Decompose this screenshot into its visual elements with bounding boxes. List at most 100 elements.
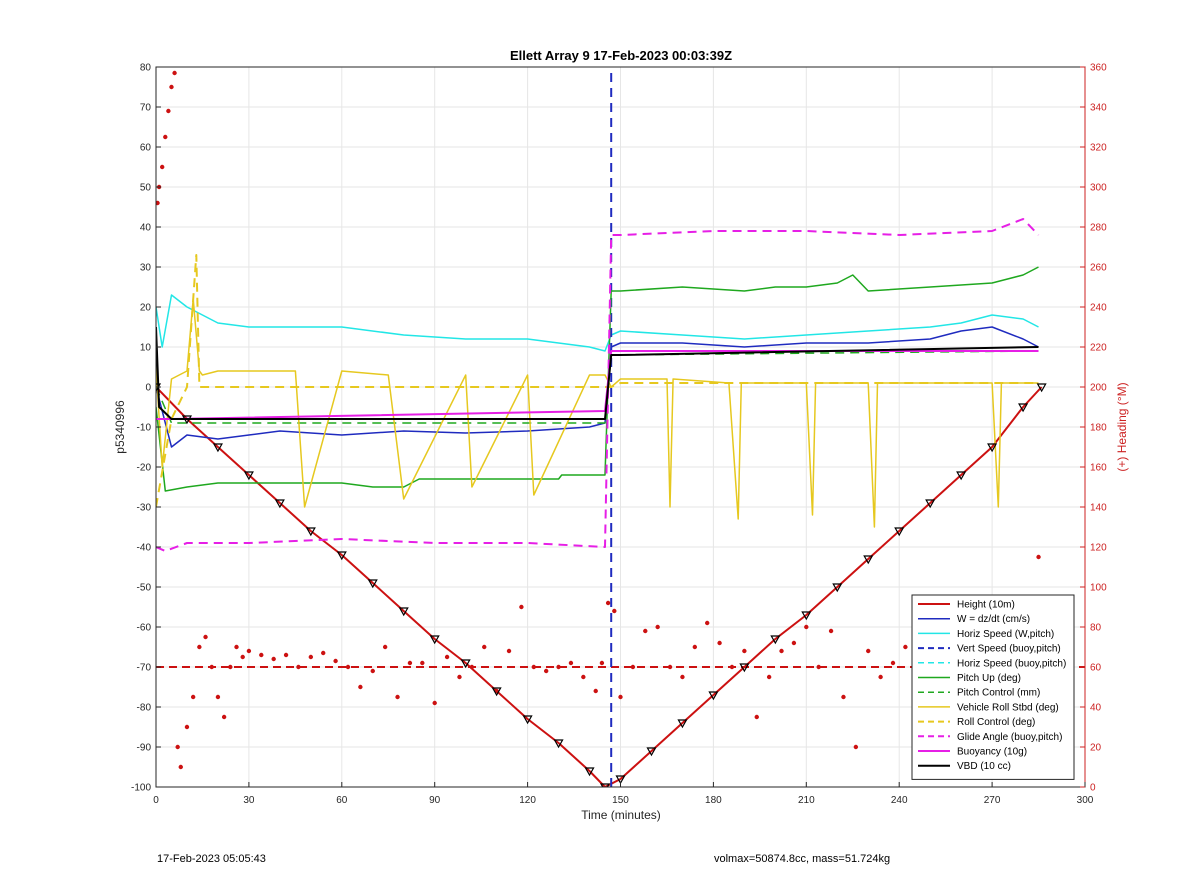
- y-tick-label: 80: [140, 63, 152, 74]
- heading-point: [333, 658, 338, 664]
- heading-point: [680, 674, 685, 680]
- height-marker: [460, 659, 471, 669]
- heading-point: [407, 660, 413, 666]
- legend-label: W = dz/dt (cm/s): [957, 614, 1030, 625]
- y2-tick-label: 300: [1090, 183, 1107, 194]
- height-marker: [305, 527, 316, 537]
- heading-point: [197, 644, 202, 650]
- height-marker: [1036, 383, 1047, 393]
- heading-point: [209, 664, 214, 670]
- heading-point: [519, 604, 524, 610]
- height-marker: [801, 611, 812, 621]
- y-tick-label: -100: [131, 783, 151, 794]
- heading-point: [568, 660, 574, 666]
- height-marker: [367, 579, 378, 589]
- height-marker: [243, 471, 254, 481]
- heading-point: [816, 664, 821, 670]
- heading-point: [156, 200, 160, 206]
- heading-point: [878, 674, 883, 680]
- legend-label: Height (10m): [957, 600, 1015, 611]
- y-tick-label: 10: [140, 343, 152, 354]
- height-marker: [956, 471, 967, 481]
- footer-timestamp: 17-Feb-2023 05:05:43: [157, 853, 266, 865]
- x-tick-label: 60: [336, 795, 348, 806]
- heading-point: [705, 620, 710, 626]
- heading-point: [482, 644, 487, 650]
- y2-tick-label: 340: [1090, 103, 1107, 114]
- y2-tick-label: 160: [1090, 463, 1107, 474]
- legend-label: Buoyancy (10g): [957, 747, 1027, 758]
- legend-label: VBD (10 cc): [957, 761, 1011, 772]
- series-line-6: [156, 350, 1039, 424]
- heading-point: [742, 648, 747, 654]
- heading-point: [296, 664, 301, 670]
- heading-point: [890, 660, 896, 666]
- legend-label: Pitch Control (mm): [957, 688, 1040, 699]
- heading-point: [175, 744, 180, 750]
- height-marker: [212, 443, 223, 453]
- heading-point: [184, 724, 190, 730]
- axes: 0 30 60 90 120 150 180 210 240 270 300-100-90-80-7…: [131, 63, 1107, 807]
- heading-point: [370, 668, 375, 674]
- series-line-8: [156, 254, 1039, 508]
- y-tick-label: 40: [140, 223, 152, 234]
- height-marker: [615, 775, 626, 785]
- x-tick-label: 0: [153, 795, 159, 806]
- heading-point: [717, 640, 722, 646]
- series-line-5: [156, 266, 1039, 492]
- heading-point: [1036, 554, 1041, 560]
- heading-point: [432, 700, 437, 706]
- legend-box: [911, 594, 1075, 780]
- heading-point: [169, 84, 174, 90]
- y2-tick-label: 140: [1090, 503, 1107, 514]
- legend-label: Vehicle Roll Stbd (deg): [957, 702, 1059, 713]
- heading-point: [841, 694, 846, 700]
- heading-point: [593, 688, 598, 694]
- y2-tick-label: 0: [1090, 783, 1096, 794]
- height-marker: [708, 691, 719, 701]
- heading-point: [630, 664, 636, 670]
- height-marker: [832, 583, 843, 593]
- height-marker: [274, 499, 285, 509]
- heading-point: [246, 648, 252, 654]
- heading-point: [667, 664, 673, 670]
- height-marker: [181, 415, 193, 425]
- y2-axis-label: (+) Heading (°M): [1115, 382, 1129, 471]
- y-tick-label: 0: [145, 383, 151, 394]
- y2-tick-label: 20: [1090, 743, 1102, 754]
- y-tick-label: 30: [140, 263, 152, 274]
- y-tick-label: -30: [137, 503, 152, 514]
- heading-point: [382, 644, 388, 650]
- heading-point: [612, 608, 617, 614]
- y2-tick-label: 320: [1090, 143, 1107, 154]
- heading-point: [556, 664, 561, 670]
- heading-point: [234, 644, 239, 650]
- heading-point: [766, 674, 772, 680]
- y2-tick-label: 100: [1090, 583, 1107, 594]
- series-line-11: [156, 326, 1039, 420]
- heading-point: [345, 664, 351, 670]
- x-tick-label: 270: [984, 795, 1001, 806]
- heading-point: [804, 624, 809, 630]
- heading-point: [228, 664, 233, 670]
- height-marker: [677, 719, 688, 729]
- y-axis-label: p5340996: [113, 400, 127, 454]
- x-tick-label: 120: [519, 795, 536, 806]
- height-marker: [336, 551, 347, 561]
- y2-tick-label: 260: [1090, 263, 1107, 274]
- y2-tick-label: 120: [1090, 543, 1107, 554]
- y2-tick-label: 40: [1090, 703, 1102, 714]
- y-tick-label: -20: [137, 463, 152, 474]
- y2-tick-label: 240: [1090, 303, 1107, 314]
- y2-tick-label: 180: [1090, 423, 1107, 434]
- heading-point: [457, 674, 462, 680]
- series-line-0: [156, 386, 1043, 787]
- plot-area: [156, 67, 1085, 787]
- heading-point: [853, 744, 859, 750]
- legend-label: Vert Speed (buoy,pitch): [957, 644, 1061, 655]
- heading-point: [599, 660, 605, 666]
- legend-label: Horiz Speed (W,pitch): [957, 629, 1054, 640]
- height-marker: [863, 555, 874, 565]
- heading-point: [531, 664, 536, 670]
